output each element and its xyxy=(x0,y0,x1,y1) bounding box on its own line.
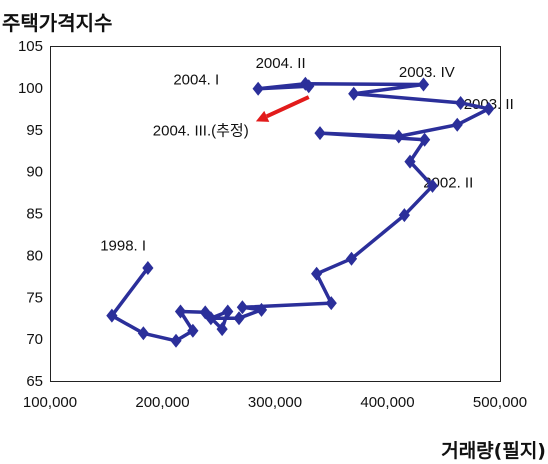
x-tick-label: 200,000 xyxy=(135,394,189,411)
data-point-marker xyxy=(314,126,325,140)
annotation-label: 2004. II xyxy=(256,55,306,72)
plot-area-frame xyxy=(51,47,501,382)
estimate-arrow-line xyxy=(267,97,309,116)
y-tick-labels: 65 70 75 80 85 90 95 100 105 xyxy=(18,38,43,390)
x-tick-labels: 100,000 200,000 300,000 400,000 500,000 xyxy=(23,394,527,411)
x-tick-label: 100,000 xyxy=(23,394,77,411)
y-tick-label: 80 xyxy=(26,247,43,264)
x-tick-label: 300,000 xyxy=(248,394,302,411)
y-tick-label: 100 xyxy=(18,80,43,97)
y-tick-label: 75 xyxy=(26,289,43,306)
x-axis-title: 거래량(필지) xyxy=(441,440,546,462)
y-axis-title: 주택가격지수 xyxy=(2,11,112,35)
data-point-marker xyxy=(348,87,359,101)
y-tick-label: 70 xyxy=(26,331,43,348)
y-tick-label: 105 xyxy=(18,38,43,55)
y-tick-label: 65 xyxy=(26,373,43,390)
y-tick-label: 95 xyxy=(26,122,43,139)
y-tick-label: 85 xyxy=(26,206,43,223)
x-tick-label: 500,000 xyxy=(473,394,527,411)
data-point-marker xyxy=(222,304,233,318)
annotation-label: 2003. IV xyxy=(399,64,455,81)
x-tick-label: 400,000 xyxy=(360,394,414,411)
data-point-marker xyxy=(138,326,149,340)
data-point-marker xyxy=(393,129,404,143)
annotation-label: 2004. I xyxy=(173,72,219,89)
annotation-label: 2004. III.(추정) xyxy=(153,123,249,140)
series xyxy=(106,77,494,348)
annotation-label: 1998. I xyxy=(100,237,146,254)
data-point-marker xyxy=(452,118,463,132)
y-tick-label: 90 xyxy=(26,164,43,181)
data-point-marker xyxy=(253,82,264,96)
data-point-marker xyxy=(170,334,181,348)
